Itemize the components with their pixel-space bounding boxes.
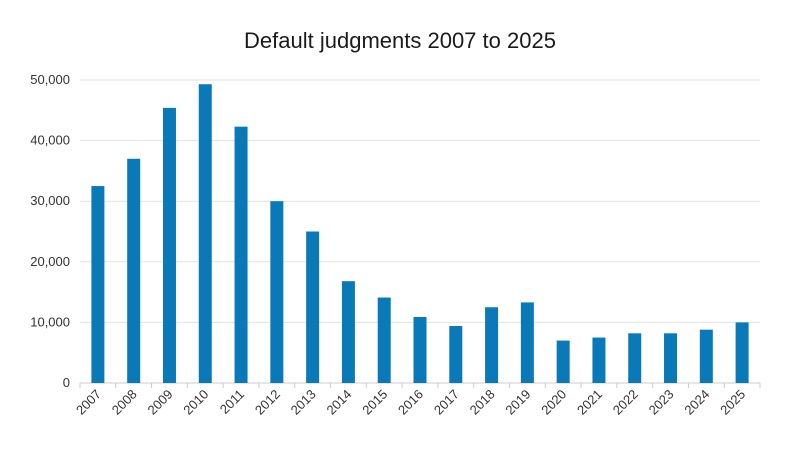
- y-tick-label: 20,000: [30, 254, 70, 269]
- x-tick-label: 2009: [145, 387, 176, 418]
- bar-2022: [628, 333, 642, 383]
- bar-2017: [449, 326, 463, 383]
- x-tick-label: 2022: [610, 387, 641, 418]
- bar-2023: [664, 333, 678, 383]
- x-tick-label: 2021: [574, 387, 605, 418]
- bar-2016: [413, 316, 427, 383]
- y-tick-label: 10,000: [30, 314, 70, 329]
- bars: [91, 84, 749, 384]
- x-tick-label: 2016: [395, 387, 426, 418]
- bar-2019: [520, 302, 534, 383]
- bar-2012: [270, 201, 284, 383]
- y-tick-label: 30,000: [30, 193, 70, 208]
- x-tick-label: 2018: [467, 387, 498, 418]
- bar-2009: [162, 107, 176, 383]
- bar-2014: [341, 281, 355, 383]
- x-tick-label: 2007: [73, 387, 104, 418]
- chart-title: Default judgments 2007 to 2025: [244, 28, 556, 53]
- x-tick-label: 2011: [217, 387, 247, 417]
- x-tick-label: 2019: [502, 387, 533, 418]
- bar-2008: [127, 158, 141, 383]
- bar-2018: [485, 307, 499, 383]
- bar-2020: [556, 340, 570, 383]
- y-tick-label: 50,000: [30, 72, 70, 87]
- y-axis-ticks: 0 10,000 20,000 30,000 40,000 50,000: [30, 72, 70, 390]
- x-tick-label: 2020: [538, 387, 569, 418]
- bar-2021: [592, 337, 606, 383]
- y-tick-label: 40,000: [30, 133, 70, 148]
- x-tick-label: 2013: [288, 387, 319, 418]
- x-tick-label: 2024: [681, 387, 712, 418]
- bar-2015: [377, 297, 391, 383]
- bar-2024: [699, 329, 713, 383]
- x-tick-label: 2010: [180, 387, 211, 418]
- x-tick-label: 2017: [431, 387, 462, 418]
- x-axis-ticks: 2007 2008 2009 2010 2011 2012 2013 2014 2015 2016…: [73, 383, 761, 418]
- x-tick-label: 2015: [359, 387, 390, 418]
- x-tick-label: 2008: [109, 387, 140, 418]
- x-tick-label: 2014: [323, 387, 354, 418]
- x-tick-label: 2023: [646, 387, 677, 418]
- bar-2025: [735, 322, 749, 383]
- x-tick-label: 2012: [252, 387, 283, 418]
- y-tick-label: 0: [63, 375, 70, 390]
- bar-2011: [234, 126, 248, 384]
- bar-2013: [306, 231, 320, 383]
- x-tick-label: 2025: [717, 387, 748, 418]
- bar-2010: [198, 84, 212, 383]
- bar-2007: [91, 186, 105, 383]
